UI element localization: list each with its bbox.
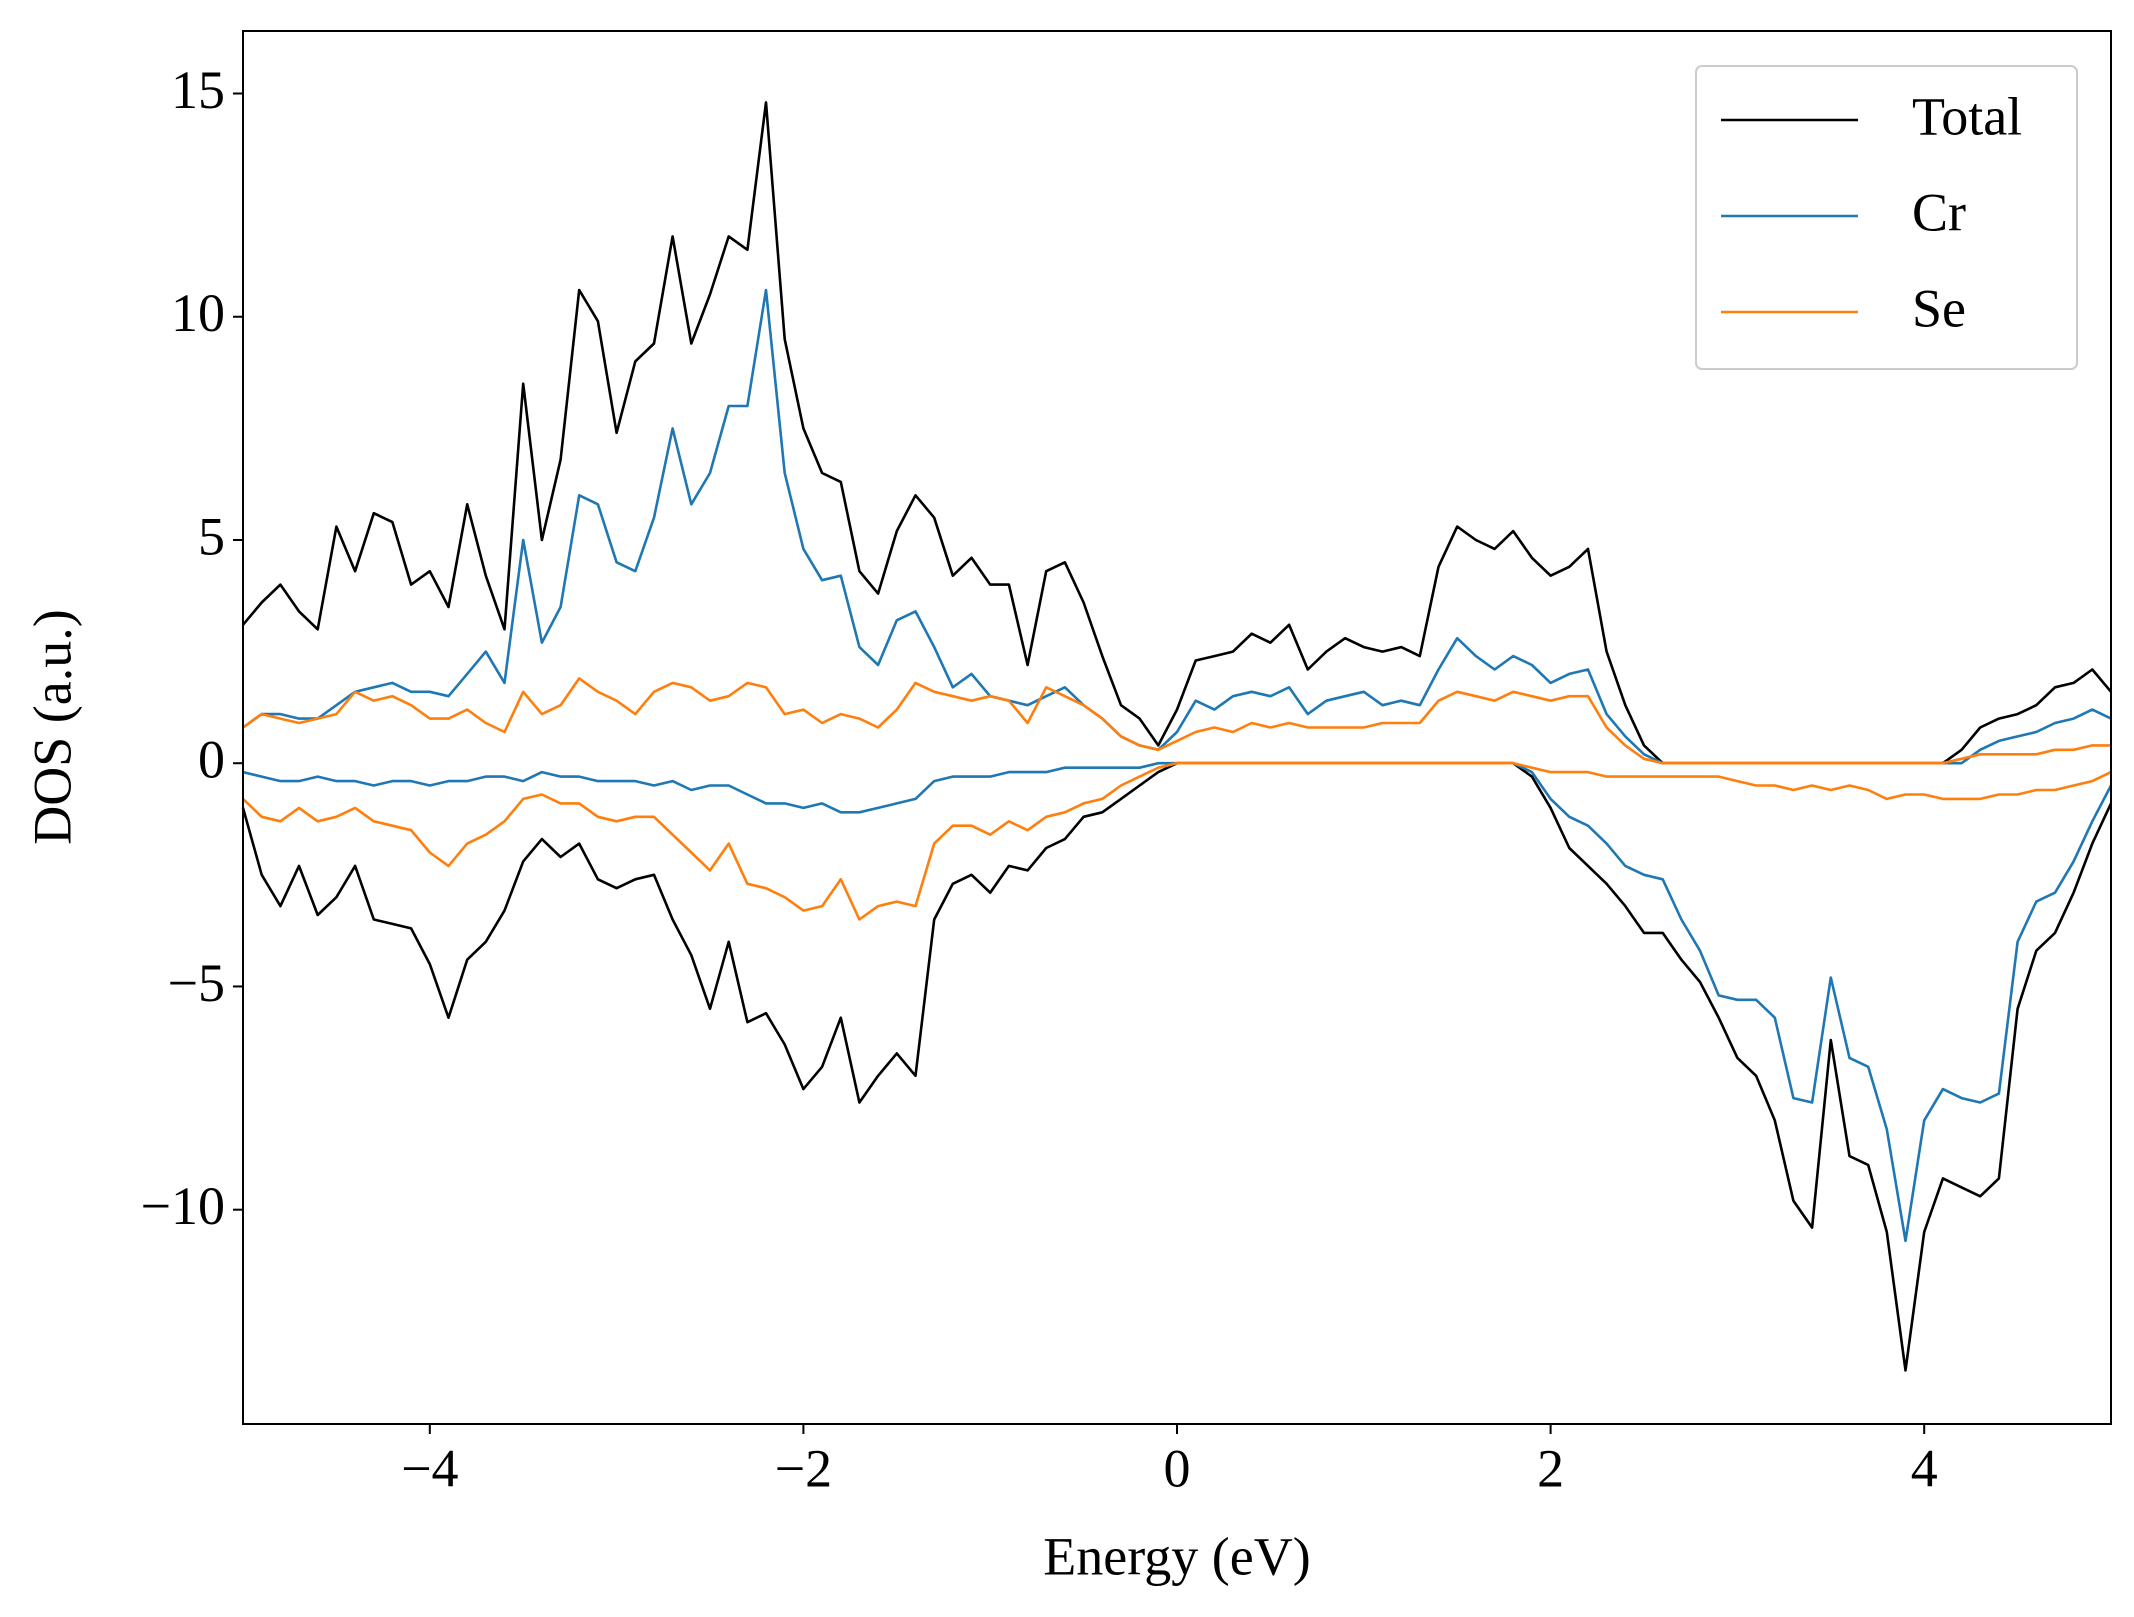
x-tick-label: −4	[401, 1438, 458, 1498]
x-tick-label: 0	[1164, 1438, 1191, 1498]
x-tick-label: 2	[1537, 1438, 1564, 1498]
dos-line	[242, 761, 2112, 921]
y-tick-label: 15	[171, 60, 225, 120]
y-tick-label: 5	[198, 506, 225, 566]
dos-line	[242, 761, 2113, 1243]
legend-label: Total	[1912, 86, 2022, 146]
y-tick-label: −10	[141, 1176, 225, 1236]
dos-line	[241, 761, 2113, 1372]
x-tick-label: −2	[775, 1438, 832, 1498]
x-tick-label: 4	[1911, 1438, 1938, 1498]
x-axis-label: Energy (eV)	[1043, 1526, 1310, 1586]
legend-label: Se	[1912, 278, 1966, 338]
y-axis-label: DOS (a.u.)	[22, 609, 82, 844]
y-tick-label: −5	[168, 953, 225, 1013]
legend-box	[1695, 65, 2078, 370]
y-tick-label: 0	[198, 730, 225, 790]
y-tick-label: 10	[171, 283, 225, 343]
legend-label: Cr	[1912, 182, 1966, 242]
dos-line	[242, 677, 2111, 765]
